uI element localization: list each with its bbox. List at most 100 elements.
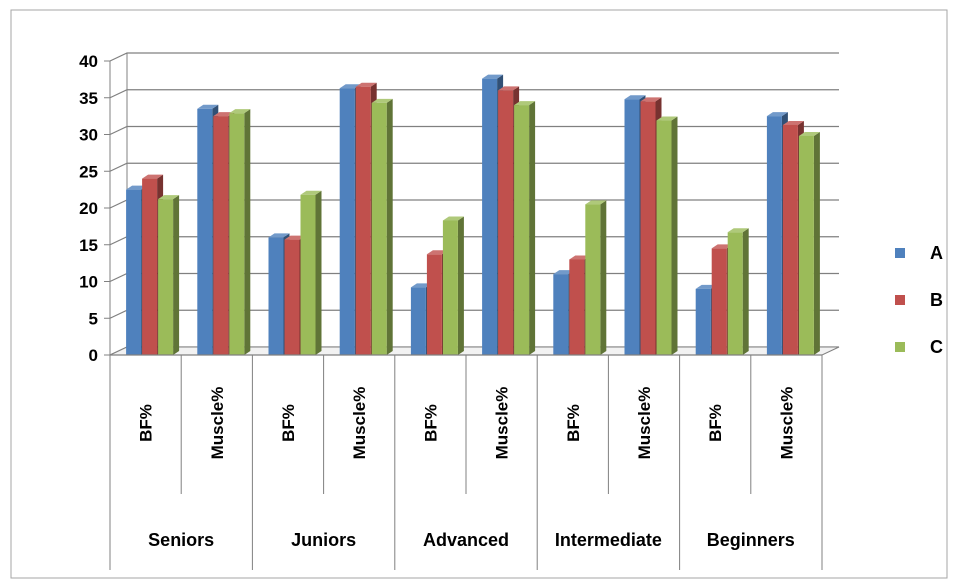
bar-side-face [600, 200, 607, 355]
bar-top-face [656, 116, 678, 121]
gridline [109, 89, 839, 99]
x-category-label: BF% [564, 404, 583, 442]
bar-top-face [624, 95, 646, 100]
y-tick-label: 15 [79, 236, 98, 255]
bar-top-face [640, 97, 662, 102]
bar-front-face [339, 88, 355, 355]
y-tick-label: 40 [79, 52, 98, 71]
y-tick-label: 25 [79, 162, 98, 181]
bar-top-face [339, 84, 361, 89]
x-category-label: Muscle% [777, 387, 796, 460]
bar-front-face [569, 259, 585, 355]
x-category-label: BF% [279, 404, 298, 442]
bar-side-face [813, 131, 820, 355]
bar-top-face [727, 228, 749, 233]
bar-front-face [585, 204, 601, 355]
bar-top-face [569, 255, 591, 260]
bar-C [514, 101, 536, 355]
x-group-label: Seniors [148, 530, 214, 550]
legend-item: A [895, 243, 943, 263]
y-axis: 0 5 10 15 20 25 30 35 40 [79, 52, 111, 365]
bar-top-face [158, 195, 180, 200]
bar-front-face [213, 116, 229, 355]
bar-side-face [457, 216, 464, 355]
bar-top-face [284, 235, 306, 240]
bar-front-face [782, 124, 798, 355]
bar-top-face [498, 86, 520, 91]
bar-front-face [142, 178, 158, 355]
bar-top-face [798, 131, 820, 136]
bar-front-face [727, 232, 743, 355]
bar-C [229, 109, 251, 355]
bar-side-face [244, 109, 251, 355]
legend: A B C [895, 243, 943, 357]
bar-front-face [695, 288, 711, 355]
legend-label: C [930, 337, 943, 357]
bar-front-face [482, 78, 498, 355]
bar-top-face [355, 82, 377, 87]
bar-top-face [482, 74, 504, 79]
bar-front-face [798, 135, 814, 355]
gridline [109, 52, 839, 62]
bar-top-face [126, 185, 148, 190]
bar-side-face [742, 228, 749, 355]
legend-item: B [895, 290, 943, 310]
bar-top-face [766, 112, 788, 117]
bar-top-face [782, 120, 804, 125]
y-tick-label: 5 [89, 309, 98, 328]
bar-top-face [300, 190, 322, 195]
legend-swatch [895, 342, 905, 352]
bar-front-face [268, 237, 284, 355]
y-tick-label: 30 [79, 126, 98, 145]
bar-side-face [386, 98, 393, 356]
x-category-label: Muscle% [208, 387, 227, 460]
legend-item: C [895, 337, 943, 357]
bar-C [371, 98, 393, 356]
bar-front-face [355, 86, 371, 355]
x-category-label: BF% [137, 404, 156, 442]
bar-top-face [410, 283, 432, 288]
y-tick-label: 10 [79, 273, 98, 292]
bar-top-face [371, 98, 393, 103]
bar-front-face [300, 194, 316, 355]
x-group-label: Intermediate [555, 530, 662, 550]
bar-front-face [371, 102, 387, 356]
bar-top-face [585, 200, 607, 205]
bar-front-face [126, 189, 142, 355]
bar-top-face [142, 174, 164, 179]
bar-top-face [514, 101, 536, 106]
bar-front-face [197, 108, 213, 356]
bar-C [585, 200, 607, 355]
y-tick-label: 35 [79, 89, 98, 108]
bar-C [300, 190, 322, 355]
bar-front-face [284, 239, 300, 355]
bar-front-face [624, 99, 640, 355]
bar-top-face [213, 112, 235, 117]
x-category-label: Muscle% [350, 387, 369, 460]
bar-C [798, 131, 820, 355]
bar-top-face [711, 244, 733, 249]
bars [126, 74, 820, 356]
x-category-label: Muscle% [493, 387, 512, 460]
bar-front-face [229, 113, 245, 355]
y-tick-label: 20 [79, 199, 98, 218]
bar-front-face [766, 116, 782, 355]
bar-front-face [498, 90, 514, 356]
bar-front-face [640, 101, 656, 355]
gridline [109, 125, 839, 136]
bar-C [727, 228, 749, 355]
bar-front-face [656, 120, 672, 355]
bar-side-face [671, 116, 678, 355]
legend-label: B [930, 290, 943, 310]
bar-top-face [268, 233, 290, 238]
x-category-label: BF% [421, 404, 440, 442]
gridline [109, 162, 839, 172]
bar-top-face [553, 270, 575, 275]
bar-top-face [695, 284, 717, 289]
x-category-label: BF% [706, 404, 725, 442]
bar-top-face [426, 250, 448, 255]
bar-side-face [315, 190, 322, 355]
legend-label: A [930, 243, 943, 263]
